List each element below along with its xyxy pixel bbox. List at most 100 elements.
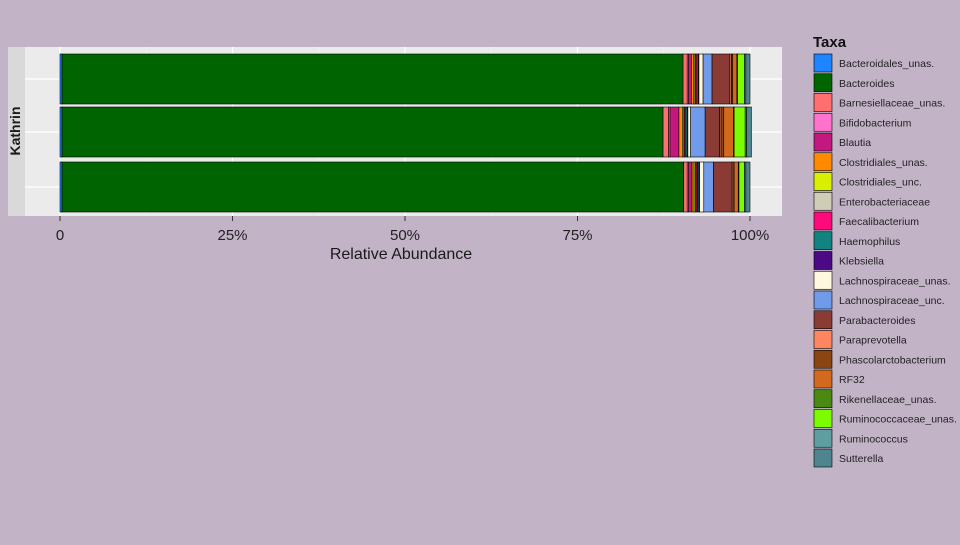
stacked-bars: [59, 53, 752, 213]
legend-label: Ruminococcus: [839, 433, 908, 445]
legend-swatch: [813, 310, 833, 330]
legend-swatch: [813, 330, 833, 349]
bar-segment-rf32: [733, 161, 739, 213]
legend-swatch: [813, 428, 833, 448]
legend-label: Bacteroides: [839, 78, 894, 90]
legend-label: RF32: [839, 374, 865, 386]
bar-segment-barnesiellaceae-unas-: [682, 53, 688, 105]
legend-swatch: [813, 231, 833, 251]
bar-segment-clostridiales-unas-: [691, 161, 695, 213]
legend-item: Blautia: [813, 132, 871, 152]
legend-item: Parabacteroides: [813, 310, 915, 330]
bar-segment-phascolarctobacterium: [720, 106, 725, 158]
bar-1: [59, 53, 751, 105]
legend-label: Paraprevotella: [839, 335, 907, 347]
legend-label: Lachnospiraceae_unas.: [839, 275, 951, 287]
legend-item: Lachnospiraceae_unc.: [813, 290, 945, 310]
facet-label: Kathrin: [7, 107, 23, 156]
bar-segment-barnesiellaceae-unas-: [683, 161, 688, 213]
legend-swatch: [813, 152, 833, 172]
bar-segment-parabacteroides: [704, 106, 720, 158]
legend-label: Klebsiella: [839, 256, 884, 268]
bar-segment-parabacteroides: [711, 53, 731, 105]
legend-swatch: [813, 112, 833, 132]
legend-swatch: [813, 251, 833, 270]
x-tick-label: 25%: [217, 227, 247, 244]
legend-item: Haemophilus: [813, 231, 900, 251]
x-tick-label: 50%: [390, 227, 420, 244]
legend-label: Blautia: [839, 137, 871, 149]
bar-segment-lachnospiraceae-unc-: [690, 106, 706, 158]
legend-label: Parabacteroides: [839, 315, 915, 327]
legend-swatch: [813, 211, 833, 231]
legend-item: Rikenellaceae_unas.: [813, 389, 936, 409]
legend-swatch: [813, 389, 833, 409]
legend-item: Clostridiales_unas.: [813, 152, 928, 172]
legend-swatch: [813, 191, 833, 211]
legend-label: Clostridiales_unc.: [839, 177, 922, 189]
legend-swatch: [813, 270, 833, 290]
facet-strip: [8, 47, 25, 216]
bar-3: [59, 161, 751, 213]
bar-segment-bacteroides: [61, 53, 684, 105]
legend-swatch: [813, 53, 833, 73]
bar-segment-ruminococcaceae-unas-: [733, 106, 746, 158]
legend-label: Ruminococcaceae_unas.: [839, 414, 957, 426]
legend-swatch: [813, 132, 833, 152]
x-tick-label: 0: [56, 227, 64, 244]
legend-item: Bifidobacterium: [813, 112, 912, 132]
legend-label: Phascolarctobacterium: [839, 354, 946, 366]
legend-item: Ruminococcus: [813, 428, 908, 448]
legend-swatch: [813, 290, 833, 310]
legend-label: Lachnospiraceae_unc.: [839, 295, 945, 307]
legend-item: Ruminococcaceae_unas.: [813, 409, 957, 428]
bar-segment-ruminococcaceae-unas-: [738, 161, 745, 213]
legend-label: Enterobacteriaceae: [839, 196, 930, 208]
legend: Bacteroidales_unas. Bacteroides Barnesiell…: [813, 53, 957, 468]
legend-label: Bacteroidales_unas.: [839, 58, 934, 70]
bar-segment-ruminococcaceae-unas-: [737, 53, 745, 105]
bar-segment-lachnospiraceae-unc-: [703, 161, 714, 213]
legend-item: Enterobacteriaceae: [813, 191, 930, 211]
bar-segment-sutterella: [746, 106, 752, 158]
legend-swatch: [813, 349, 833, 369]
legend-swatch: [813, 448, 833, 468]
bar-segment-lachnospiraceae-unas-: [687, 106, 691, 158]
legend-title: Taxa: [813, 34, 847, 51]
legend-label: Clostridiales_unas.: [839, 157, 928, 169]
legend-label: Barnesiellaceae_unas.: [839, 98, 945, 110]
legend-label: Faecalibacterium: [839, 216, 919, 228]
bar-segment-lachnospiraceae-unas-: [699, 161, 705, 213]
bar-segment-clostridiales-unas-: [691, 53, 694, 105]
bar-segment-lachnospiraceae-unas-: [698, 53, 704, 105]
x-axis-label: Relative Abundance: [330, 246, 472, 263]
bar-segment-clostridiales-unas-: [678, 106, 683, 158]
bar-segment-bacteroides: [61, 106, 664, 158]
bar-2: [59, 106, 752, 158]
legend-item: Sutterella: [813, 448, 884, 468]
legend-swatch: [813, 93, 833, 112]
x-tick-label: 75%: [562, 227, 592, 244]
legend-item: Bacteroidales_unas.: [813, 53, 934, 73]
legend-label: Rikenellaceae_unas.: [839, 394, 936, 406]
x-axis: 0 25% 50% 75% 100%: [56, 216, 769, 244]
bar-segment-rf32: [723, 106, 734, 158]
legend-swatch: [813, 409, 833, 428]
bar-segment-bacteroidales-unas-: [59, 161, 63, 213]
legend-item: Paraprevotella: [813, 330, 907, 349]
legend-item: Klebsiella: [813, 251, 884, 270]
bar-segment-rf32: [732, 53, 738, 105]
bar-segment-parabacteroides: [713, 161, 732, 213]
legend-item: RF32: [813, 369, 865, 389]
bar-segment-blautia: [688, 161, 693, 213]
legend-swatch: [813, 73, 833, 93]
legend-item: Lachnospiraceae_unas.: [813, 270, 951, 290]
legend-item: Barnesiellaceae_unas.: [813, 93, 945, 112]
legend-item: Clostridiales_unc.: [813, 172, 922, 191]
bar-segment-sutterella: [745, 161, 751, 213]
bar-segment-lachnospiraceae-unc-: [702, 53, 713, 105]
bar-segment-bacteroidales-unas-: [59, 106, 63, 158]
bar-segment-bacteroides: [61, 161, 685, 213]
